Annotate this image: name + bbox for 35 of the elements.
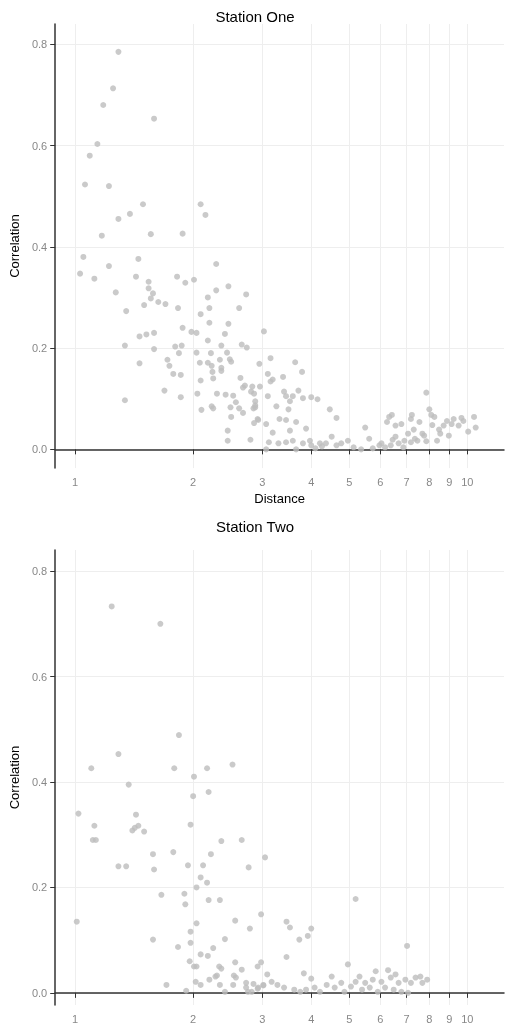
x-tick-label: 8	[426, 1012, 433, 1025]
y-tick-label: 0.4	[31, 775, 48, 788]
chart-title: Station One	[215, 8, 295, 25]
y-tick-label: 0.6	[31, 670, 48, 683]
x-tick-label: 6	[377, 1012, 384, 1025]
y-tick-label: 0.0	[31, 986, 48, 999]
x-tick-label: 10	[461, 1012, 474, 1025]
x-tick-label: 1	[71, 475, 79, 488]
x-tick-label: 10	[461, 475, 474, 488]
x-axis-title: Distance	[254, 491, 305, 506]
x-tick-label: 1	[71, 1012, 79, 1025]
x-tick-label: 9	[446, 475, 453, 488]
x-tick-label: 8	[426, 475, 433, 488]
x-tick-label: 5	[346, 475, 353, 488]
x-tick-label: 7	[403, 475, 410, 488]
x-tick-label: 2	[190, 1012, 197, 1025]
x-tick-label: 3	[259, 1012, 266, 1025]
x-tick-label: 6	[377, 475, 384, 488]
x-tick-label: 2	[190, 475, 197, 488]
y-axis-title: Correlation	[7, 214, 22, 278]
x-tick-label: 4	[308, 475, 315, 488]
y-axis-title: Correlation	[7, 745, 22, 810]
x-tick-label: 5	[346, 1012, 353, 1025]
y-tick-label: 0.4	[31, 240, 48, 253]
x-tick-label: 3	[259, 475, 266, 488]
y-tick-label: 0.0	[31, 443, 48, 456]
y-tick-label: 0.8	[31, 38, 48, 51]
y-tick-label: 0.2	[31, 342, 48, 355]
y-tick-label: 0.6	[31, 139, 48, 152]
x-tick-label: 4	[308, 1012, 315, 1025]
chart-title: Station Two	[215, 518, 295, 535]
y-tick-label: 0.2	[31, 881, 48, 894]
y-tick-label: 0.8	[31, 565, 48, 578]
x-tick-label: 7	[403, 1012, 410, 1025]
x-tick-label: 9	[446, 1012, 453, 1025]
